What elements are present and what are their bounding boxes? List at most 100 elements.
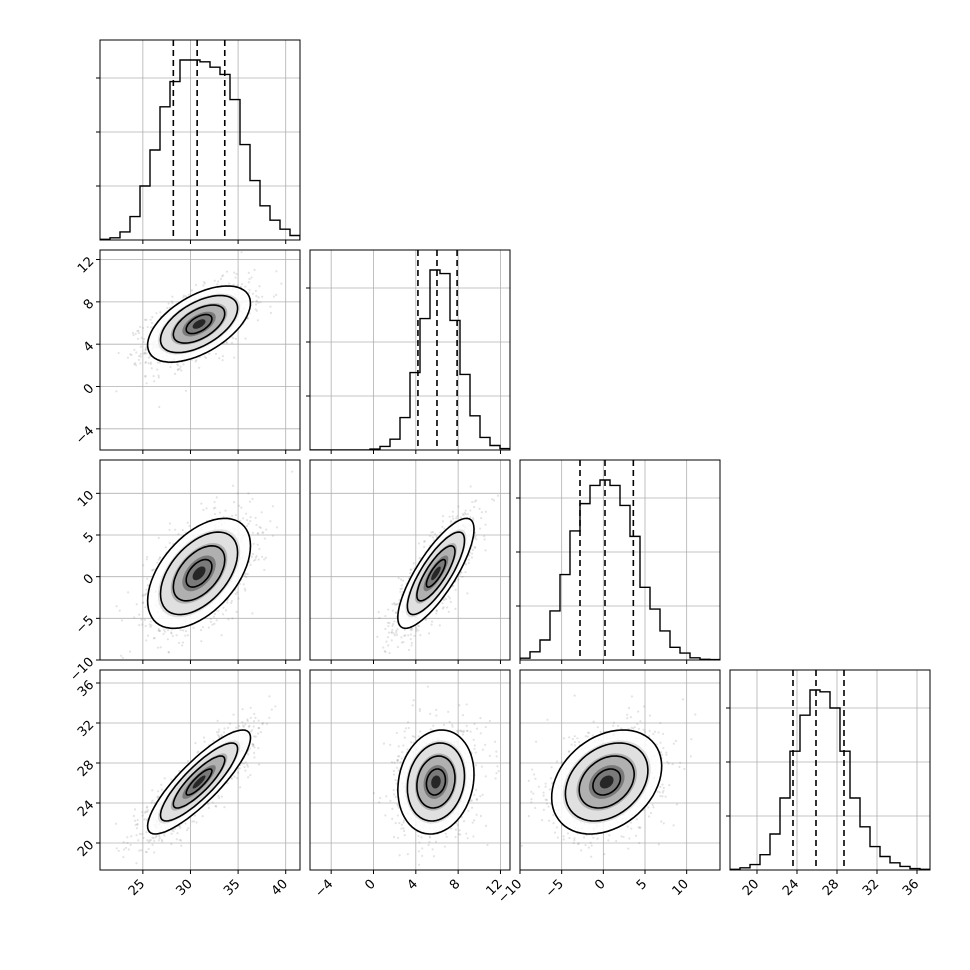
scatter-point (393, 634, 396, 637)
scatter-point (217, 609, 220, 612)
scatter-point (182, 363, 185, 366)
scatter-point (181, 644, 184, 647)
scatter-point (167, 651, 171, 654)
scatter-point (220, 734, 223, 737)
scatter-point (215, 619, 218, 622)
contour-line (425, 558, 447, 588)
scatter-point (431, 536, 434, 539)
scatter-point (393, 620, 396, 623)
scatter-point (466, 592, 469, 595)
scatter-point (153, 851, 156, 854)
scatter-point (201, 625, 205, 629)
scatter-point (387, 644, 390, 647)
scatter-point (144, 360, 148, 364)
scatter-point (447, 610, 450, 613)
scatter-point (168, 522, 172, 525)
scatter-point (272, 295, 276, 298)
scatter-point (431, 531, 435, 534)
scatter-point (391, 624, 394, 628)
scatter-point (150, 801, 153, 804)
scatter-point (155, 312, 158, 315)
scatter-point (466, 513, 469, 516)
scatter-point (138, 849, 141, 852)
scatter-point (170, 778, 173, 781)
scatter-point (261, 723, 264, 726)
scatter-point (484, 510, 487, 513)
scatter-point (144, 374, 147, 377)
scatter-point (386, 621, 389, 624)
scatter-point (194, 283, 198, 287)
scatter-point (402, 641, 405, 644)
scatter-point (409, 572, 412, 575)
panel-frame (309, 459, 511, 661)
scatter-point (464, 571, 467, 574)
scatter-point (227, 618, 230, 621)
scatter-point (390, 639, 393, 642)
scatter-point (442, 599, 446, 602)
scatter-point (170, 300, 173, 303)
scatter-point (137, 331, 140, 335)
scatter-point (156, 561, 159, 564)
scatter-point (388, 651, 391, 655)
scatter-point (238, 582, 241, 586)
scatter-point (236, 284, 239, 287)
scatter-point (259, 301, 262, 304)
scatter-point (395, 603, 398, 606)
scatter-point (448, 515, 451, 518)
scatter-point (242, 517, 245, 520)
scatter-point (213, 500, 216, 504)
scatter-point (182, 294, 186, 297)
scatter-point (377, 610, 380, 614)
scatter-point (249, 516, 252, 519)
scatter-point (169, 365, 172, 369)
scatter-point (184, 630, 188, 633)
scatter-point (145, 558, 148, 561)
scatter-point (187, 827, 190, 830)
scatter-point (244, 589, 247, 592)
scatter-point (410, 627, 413, 630)
panel-content (100, 40, 300, 240)
scatter-point (254, 556, 257, 559)
scatter-point (264, 556, 267, 559)
scatter-point (138, 613, 141, 616)
scatter-point (187, 293, 190, 296)
scatter-point (403, 634, 406, 637)
scatter-point (391, 628, 394, 631)
scatter-point (135, 603, 138, 606)
scatter-point (471, 548, 474, 552)
scatter-point (387, 608, 390, 611)
scatter-point (411, 628, 414, 631)
scatter-point (244, 572, 247, 575)
scatter-point (247, 271, 250, 274)
scatter-point (497, 494, 500, 497)
scatter-point (163, 630, 167, 633)
scatter-point (184, 634, 187, 637)
scatter-point (203, 282, 207, 285)
contour-line (159, 531, 239, 616)
scatter-point (214, 506, 217, 509)
contour-line (406, 531, 466, 616)
scatter-point (389, 665, 391, 667)
scatter-point (157, 376, 160, 379)
scatter-point (454, 588, 457, 591)
scatter-point (255, 300, 258, 303)
scatter-point (137, 839, 140, 842)
scatter-point (222, 606, 225, 609)
scatter-point (257, 532, 260, 535)
scatter-point (144, 348, 147, 351)
scatter-point (207, 626, 210, 629)
scatter-point (234, 593, 237, 596)
panel-frame (99, 249, 301, 451)
scatter-point (409, 629, 413, 632)
scatter-point (402, 579, 405, 582)
scatter-point (430, 623, 433, 626)
scatter-point (258, 525, 261, 529)
panel-2-2 (516, 459, 721, 664)
scatter-point (209, 620, 212, 623)
scatter-point (441, 515, 445, 518)
scatter-point (209, 617, 213, 621)
scatter-point (450, 519, 453, 522)
scatter-point (156, 646, 160, 649)
scatter-point (149, 318, 152, 321)
scatter-point (234, 337, 238, 340)
